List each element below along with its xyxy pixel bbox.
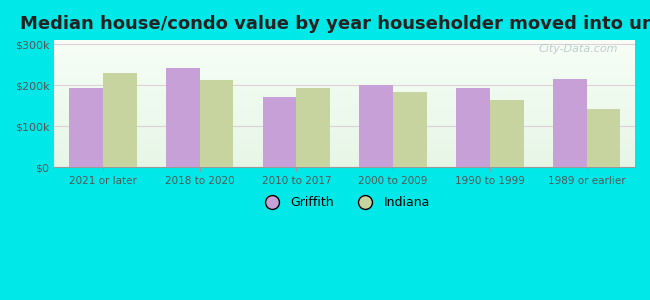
Bar — [490, 100, 524, 167]
Bar — [69, 88, 103, 167]
Bar — [296, 88, 330, 167]
Bar — [586, 109, 621, 167]
Text: City-Data.com: City-Data.com — [538, 44, 617, 54]
Title: Median house/condo value by year householder moved into unit: Median house/condo value by year househo… — [20, 15, 650, 33]
Bar — [166, 68, 200, 167]
Bar — [393, 92, 427, 167]
Bar — [200, 80, 233, 167]
Legend: Griffith, Indiana: Griffith, Indiana — [254, 191, 436, 214]
Bar — [456, 88, 490, 167]
Bar — [263, 97, 296, 167]
Bar — [552, 79, 586, 167]
Bar — [359, 85, 393, 167]
Bar — [103, 73, 136, 167]
